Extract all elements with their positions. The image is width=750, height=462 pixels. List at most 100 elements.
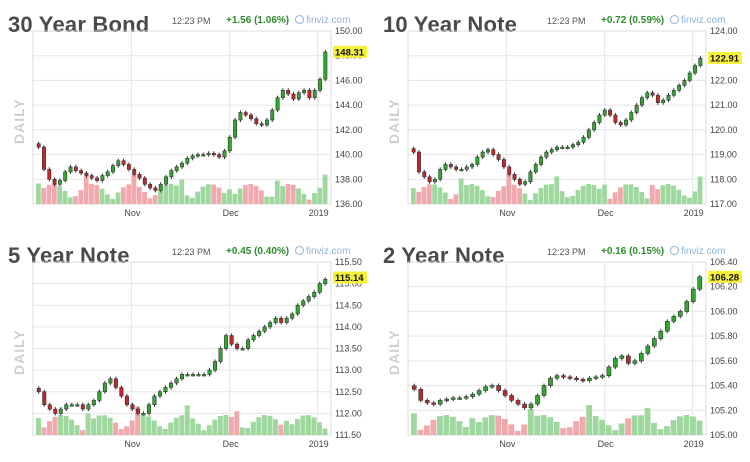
candle-body	[53, 408, 58, 414]
volume-bar	[469, 184, 475, 204]
candle-body	[444, 398, 450, 401]
globe-icon	[670, 246, 679, 255]
candle-body	[523, 181, 528, 185]
price-change: +0.45 (0.40%)	[226, 246, 290, 257]
volume-bar	[549, 184, 554, 204]
candle-body	[463, 396, 469, 399]
source-link[interactable]: finviz.com	[670, 15, 725, 26]
volume-bar	[612, 429, 618, 435]
candle-body	[639, 97, 644, 106]
candle-body	[312, 291, 317, 297]
volume-bar	[426, 184, 432, 204]
last-price-tag	[333, 271, 367, 284]
candle-body	[486, 149, 490, 153]
candle-body	[677, 311, 683, 317]
source-link[interactable]: finviz.com	[670, 246, 725, 257]
candle-body	[105, 171, 110, 176]
candle-body	[629, 112, 634, 121]
candle-body	[91, 400, 96, 406]
candle-body	[58, 408, 63, 414]
candle-body	[574, 377, 579, 380]
y-tick-label: 105.60	[710, 356, 738, 366]
volume-bar	[564, 197, 570, 204]
candle-body	[152, 395, 157, 406]
last-price-label: 115.14	[335, 273, 364, 284]
candle-body	[593, 376, 599, 379]
candle-body	[89, 175, 94, 179]
volume-bar	[464, 185, 469, 204]
volume-bar	[67, 197, 73, 204]
volume-bar	[559, 191, 565, 204]
x-tick-label: Dec	[223, 439, 240, 449]
volume-bar	[633, 186, 639, 204]
chart-title: 5 Year Note	[8, 243, 130, 268]
volume-bar	[458, 178, 464, 204]
candle-body	[600, 375, 605, 378]
volume-bar	[248, 184, 254, 204]
volume-bar	[527, 199, 533, 204]
candle-body	[141, 413, 146, 416]
volume-bar	[146, 416, 152, 435]
candle-body	[411, 148, 416, 153]
volume-bar	[131, 174, 137, 204]
volume-bar	[99, 188, 105, 204]
candle-body	[592, 122, 597, 131]
candle-body	[317, 283, 322, 293]
candle-body	[448, 164, 453, 168]
volume-bar	[488, 415, 495, 435]
source-text: finviz.com	[681, 246, 726, 257]
candle-body	[295, 304, 300, 315]
candle-body	[509, 395, 514, 401]
candle-body	[619, 355, 625, 359]
candle-body	[570, 144, 575, 148]
volume-bar	[47, 421, 52, 435]
volume-bar	[628, 184, 634, 204]
volume-bar	[62, 190, 68, 204]
volume-bar	[566, 427, 573, 435]
y-tick-label: 136.00	[335, 199, 363, 209]
volume-bar	[553, 421, 560, 435]
volume-bar	[152, 195, 158, 204]
volume-bar	[305, 415, 311, 435]
candle-body	[608, 109, 613, 116]
y-tick-label: 112.00	[335, 408, 362, 418]
volume-bar	[294, 418, 300, 435]
source-link[interactable]: finviz.com	[295, 246, 350, 257]
candle-body	[431, 402, 437, 405]
volume-bar	[570, 195, 576, 204]
candle-body	[470, 164, 475, 168]
volume-bar	[174, 185, 179, 204]
volume-bar	[517, 188, 522, 204]
candle-body	[217, 154, 222, 158]
volume-bar	[670, 420, 677, 435]
candle-body	[312, 90, 317, 99]
volume-bar	[184, 405, 190, 435]
candle-body	[243, 112, 248, 116]
volume-bar	[283, 420, 289, 435]
volume-bar	[250, 421, 256, 435]
x-tick-label: Nov	[124, 208, 141, 218]
volume-bar	[36, 183, 41, 204]
candle-body	[227, 136, 232, 152]
volume-bar	[657, 429, 664, 435]
candle-body	[102, 382, 107, 393]
volume-bar	[322, 174, 328, 204]
volume-bar	[416, 191, 422, 204]
candle-body	[296, 92, 301, 100]
volume-bar	[527, 409, 534, 435]
x-tick-label: Nov	[499, 208, 516, 218]
candle-body	[113, 378, 118, 388]
candle-body	[69, 404, 74, 407]
volume-bar	[80, 430, 86, 435]
candle-body	[86, 404, 91, 410]
volume-bar	[237, 188, 243, 204]
candle-body	[306, 296, 311, 302]
candle-body	[483, 386, 488, 391]
candle-body	[259, 123, 264, 126]
volume-bar	[129, 420, 135, 435]
candle-body	[270, 109, 275, 121]
volume-bar	[189, 197, 195, 204]
volume-bar	[417, 429, 424, 435]
candle-body	[687, 72, 692, 81]
source-link[interactable]: finviz.com	[295, 15, 350, 26]
